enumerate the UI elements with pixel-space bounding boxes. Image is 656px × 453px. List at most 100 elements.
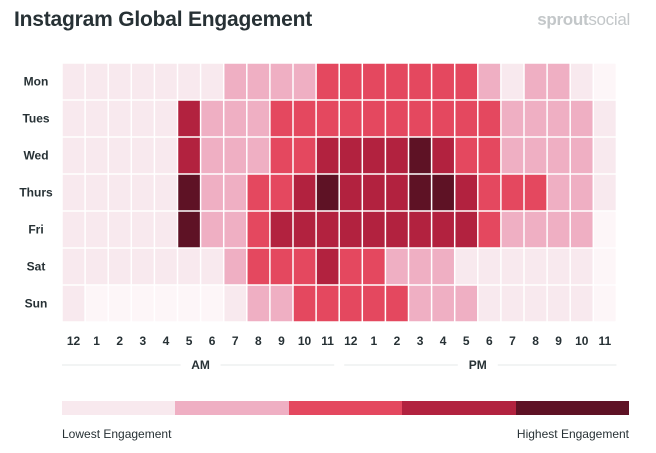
heatmap-cell [178,137,200,174]
heatmap-cell [201,63,223,100]
brand-logo: sproutsocial [537,10,630,30]
heatmap-cell [108,211,131,248]
day-label-sat: Sat [27,260,46,274]
heatmap-cell [524,137,547,174]
heatmap-cell [386,63,408,100]
heatmap-cell [594,211,616,248]
am-label-bg [180,356,221,374]
pm-label: PM [469,358,487,372]
heatmap-cell [501,137,524,174]
heatmap-cell [85,285,108,322]
heatmap-cell [108,63,131,100]
heatmap-cell [247,174,270,211]
heatmap-cell [455,137,478,174]
heatmap-cell [363,100,385,137]
heatmap-cell [478,174,501,211]
heatmap-cell [339,63,362,100]
hour-label: 11 [321,334,334,348]
heatmap-cell [363,63,385,100]
heatmap-cell [316,285,339,322]
heatmap-cell [316,248,339,285]
legend-swatch-level-2 [175,401,289,415]
hour-label: 7 [232,334,239,348]
heatmap-cell [339,248,362,285]
heatmap-cell [478,285,501,322]
heatmap-cell [155,100,177,137]
heatmap-cell [501,63,524,100]
heatmap-cell [386,137,408,174]
heatmap-cell [570,211,593,248]
heatmap-cell [409,137,431,174]
heatmap-cell [432,211,454,248]
heatmap-cell [293,248,316,285]
heatmap-cell [524,285,547,322]
heatmap-cell [62,100,85,137]
legend-swatch-level-5 [515,401,630,415]
heatmap-cell [224,63,247,100]
heatmap-cell [247,285,270,322]
heatmap-cell [108,248,131,285]
brand-logo-part1: sprout [537,10,589,29]
heatmap-cell [409,63,431,100]
heatmap-cell [247,100,270,137]
legend-swatch-level-4 [402,401,516,415]
heatmap-cell [524,100,547,137]
hour-label: 6 [209,334,216,348]
heatmap-cell [201,285,223,322]
heatmap-cell [570,285,593,322]
heatmap-cell [224,248,247,285]
heatmap-cell [432,100,454,137]
heatmap-cell [62,63,85,100]
heatmap-cell [570,248,593,285]
heatmap-cell [547,137,570,174]
heatmap-cell [455,211,478,248]
heatmap-cell [85,137,108,174]
hour-label: 12 [67,334,81,348]
heatmap-cell [132,63,154,100]
heatmap-cell [594,63,616,100]
heatmap-cell [224,285,247,322]
day-label-tues: Tues [22,112,49,126]
heatmap-cell [339,174,362,211]
heatmap-cell [501,248,524,285]
heatmap-cell [594,137,616,174]
heatmap-cell [62,285,85,322]
heatmap-cell [409,100,431,137]
heatmap-cell [363,285,385,322]
heatmap-cell [547,63,570,100]
day-label-fri: Fri [28,223,43,237]
heatmap-cell [432,285,454,322]
heatmap-cell [478,137,501,174]
heatmap-cell [178,63,200,100]
hour-label: 6 [486,334,493,348]
heatmap-cell [132,174,154,211]
heatmap-cell [455,100,478,137]
heatmap-cell [201,248,223,285]
day-label-wed: Wed [23,149,48,163]
heatmap-cell [386,174,408,211]
heatmap-cell [247,63,270,100]
brand-logo-part2: social [588,10,630,29]
heatmap-cell [293,100,316,137]
hour-label: 5 [463,334,470,348]
day-label-thurs: Thurs [19,186,53,200]
heatmap-cell [201,137,223,174]
heatmap-cell [178,174,200,211]
heatmap-cell [132,100,154,137]
heatmap-cell [547,248,570,285]
heatmap-cell [270,248,293,285]
heatmap-cell [339,137,362,174]
heatmap-cell [339,100,362,137]
heatmap-cell [432,174,454,211]
heatmap-cell [594,100,616,137]
heatmap-cell [594,248,616,285]
hour-label: 4 [163,334,170,348]
hour-label: 3 [140,334,147,348]
heatmap-cell [455,63,478,100]
heatmap-cell [316,137,339,174]
heatmap-cell [270,211,293,248]
heatmap-cell [155,137,177,174]
heatmap-cell [455,285,478,322]
heatmap-cell [178,285,200,322]
heatmap-cell [247,211,270,248]
